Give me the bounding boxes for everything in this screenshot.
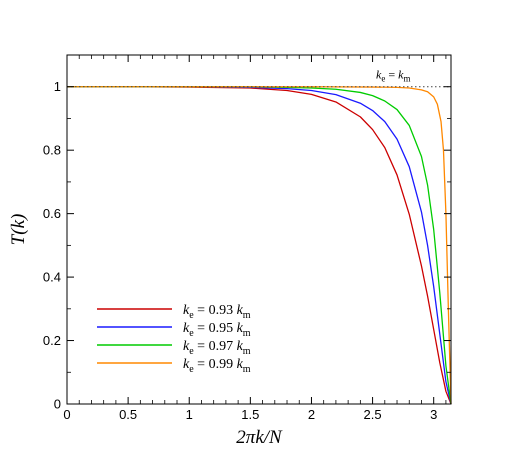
legend-label-2-part: e [189, 346, 194, 357]
reference-line-label: ke = km [376, 68, 410, 84]
legend-label-0: ke = 0.93 km [183, 303, 251, 321]
legend-label-3-part: k [183, 357, 190, 372]
y-axis-title: T(k) [8, 214, 29, 246]
legend-label-2-part: m [243, 346, 251, 357]
x-tick-label: 2.5 [364, 407, 382, 422]
y-tick-label: 0 [54, 397, 61, 412]
legend-label-3-part: = 0.99 [194, 357, 237, 372]
x-tick-label: 3 [430, 407, 437, 422]
legend-label-2-part: k [183, 339, 190, 354]
plot-frame [66, 54, 452, 405]
legend-label-3-part: k [237, 357, 244, 372]
legend-label-1-part: k [237, 321, 244, 336]
reference-line-label-part: = [385, 68, 398, 82]
legend-label-0-part: e [189, 310, 194, 321]
x-tick-label: 2 [308, 407, 315, 422]
x-tick-label: 0 [63, 407, 70, 422]
legend-label-3-part: m [243, 364, 251, 375]
y-tick-label: 0.2 [43, 333, 61, 348]
legend-label-3: ke = 0.99 km [183, 357, 251, 375]
series-line-3 [67, 86, 452, 405]
legend-label-0-part: m [243, 310, 251, 321]
reference-line-label-part: m [403, 74, 410, 84]
reference-line-label-part: e [381, 74, 385, 84]
legend-label-1: ke = 0.95 km [183, 321, 251, 339]
legend-label-1-part: = 0.95 [194, 321, 237, 336]
legend-label-2-part: = 0.97 [194, 339, 237, 354]
ticks-layer [66, 55, 451, 405]
legend-label-1-part: k [183, 321, 190, 336]
legend-label-1-part: e [189, 328, 194, 339]
legend-label-0-part: = 0.93 [194, 303, 237, 318]
reference-layer: ke = km [67, 68, 451, 88]
legend-label-2-part: k [237, 339, 244, 354]
reference-line-label-part: k [376, 68, 382, 82]
reference-line-label-part: k [398, 68, 404, 82]
legend-label-0-part: k [183, 303, 190, 318]
y-tick-label: 0.4 [43, 270, 61, 285]
legend-label-3-part: e [189, 364, 194, 375]
y-tick-label: 1 [54, 79, 61, 94]
x-tick-label: 0.5 [119, 407, 137, 422]
y-tick-label: 0.6 [43, 206, 61, 221]
labels-layer: 0 0.5 1 1.5 2 2.5 3 0 0.2 0.4 0.6 0.8 1 2πk/N T(k) [8, 79, 437, 448]
x-tick-label: 1.5 [241, 407, 259, 422]
legend-label-1-part: m [243, 328, 251, 339]
x-tick-label: 1 [186, 407, 193, 422]
y-tick-label: 0.8 [43, 143, 61, 158]
legend-label-2: ke = 0.97 km [183, 339, 251, 357]
legend-label-0-part: k [237, 303, 244, 318]
x-axis-title: 2πk/N [236, 427, 283, 448]
